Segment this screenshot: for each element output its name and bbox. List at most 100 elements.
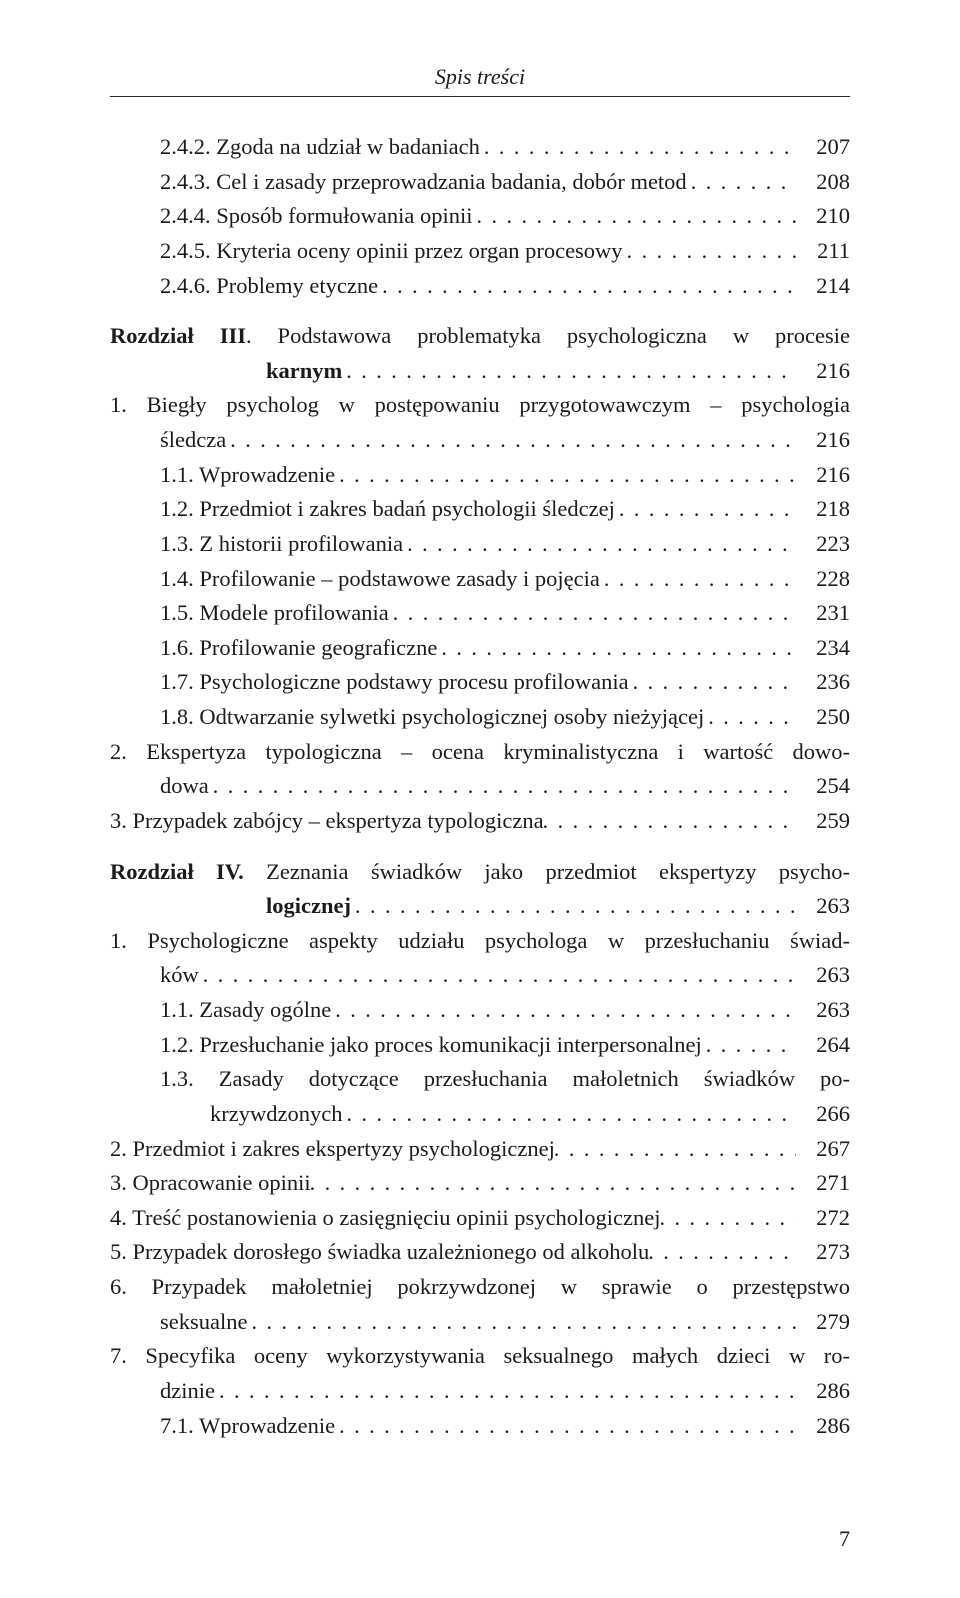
toc-leader-dots — [600, 563, 796, 595]
toc-entry: dowa254 — [110, 770, 850, 803]
toc-entry: 1.2. Przesłuchanie jako proces komunikac… — [110, 1029, 850, 1062]
toc-entry-line: 1. Biegły psycholog w postępowaniu przyg… — [110, 389, 850, 422]
toc-entry: 1.3. Z historii profilowania223 — [110, 528, 850, 561]
toc-entry-page: 286 — [796, 1375, 850, 1408]
toc-leader-dots — [437, 632, 796, 664]
toc-entry: 2. Przedmiot i zakres ekspertyzy psychol… — [110, 1133, 850, 1166]
toc-entry-label: 1.2. Przedmiot i zakres badań psychologi… — [160, 493, 615, 526]
toc-entry-line: 7. Specyfika oceny wykorzystywania seksu… — [110, 1340, 850, 1373]
toc-leader-dots — [623, 235, 796, 267]
toc-entry-label: ków — [160, 959, 199, 992]
toc-leader-dots — [351, 890, 796, 922]
toc-entry-label: 1.1. Zasady ogólne — [160, 994, 331, 1027]
toc-entry: 1.7. Psychologiczne podstawy procesu pro… — [110, 666, 850, 699]
toc-entry-label: 3. Opracowanie opinii — [160, 1167, 311, 1200]
toc-entry-page: 210 — [796, 200, 850, 233]
toc-entry-page: 218 — [796, 493, 850, 526]
toc-leader-dots — [544, 805, 796, 837]
toc-entry-label: seksualne — [160, 1306, 247, 1339]
toc-leader-dots — [215, 1375, 796, 1407]
toc-leader-dots — [199, 959, 796, 991]
toc-entry: 5. Przypadek dorosłego świadka uzależnio… — [110, 1236, 850, 1269]
toc-entry-page: 266 — [796, 1098, 850, 1131]
toc-entry: 7.1. Wprowadzenie286 — [110, 1410, 850, 1443]
toc-leader-dots — [335, 1410, 796, 1442]
toc-leader-dots — [342, 355, 796, 387]
toc-entry-page: 228 — [796, 563, 850, 596]
toc-entry: 1.8. Odtwarzanie sylwetki psychologiczne… — [110, 701, 850, 734]
toc-entry-page: 208 — [796, 166, 850, 199]
toc-entry-page: 259 — [796, 805, 850, 838]
toc-entry-page: 271 — [796, 1167, 850, 1200]
toc-entry-label: 3. Przypadek zabójcy – ekspertyza typolo… — [160, 805, 544, 838]
toc-entry-page: 223 — [796, 528, 850, 561]
toc-leader-dots — [480, 131, 796, 163]
toc-leader-dots — [209, 770, 796, 802]
toc-entry-page: 216 — [796, 424, 850, 457]
toc-entry: śledcza 216 — [110, 424, 850, 457]
toc-entry-label: logicznej — [266, 890, 351, 923]
toc-leader-dots — [687, 166, 796, 198]
toc-entry-line: 1.3. Zasady dotyczące przesłuchania mało… — [110, 1063, 850, 1096]
toc-leader-dots — [704, 701, 796, 733]
toc-entry-label: 1.7. Psychologiczne podstawy procesu pro… — [160, 666, 629, 699]
toc-entry-label: karnym — [266, 355, 342, 388]
toc-entry-page: 263 — [796, 890, 850, 923]
toc-entry-label: 2.4.4. Sposób formułowania opinii — [160, 200, 472, 233]
toc-entry-page: 214 — [796, 270, 850, 303]
running-header: Spis treści — [110, 64, 850, 90]
toc-entry: logicznej 263 — [110, 890, 850, 923]
toc-entry-page: 272 — [796, 1202, 850, 1235]
toc-entry-label: dzinie — [160, 1375, 215, 1408]
toc-entry-page: 216 — [796, 355, 850, 388]
toc-entry-page: 234 — [796, 632, 850, 665]
toc-leader-dots — [403, 528, 796, 560]
toc-leader-dots — [472, 200, 796, 232]
toc-entry-label: śledcza — [160, 424, 226, 457]
toc-entry: 1.1. Zasady ogólne 263 — [110, 994, 850, 1027]
toc-entry-page: 207 — [796, 131, 850, 164]
toc-entry-page: 273 — [796, 1236, 850, 1269]
toc-entry-line: 1. Psychologiczne aspekty udziału psycho… — [110, 925, 850, 958]
toc-entry-label: 1.8. Odtwarzanie sylwetki psychologiczne… — [160, 701, 704, 734]
toc-entry-line: 2. Ekspertyza typologiczna – ocena krymi… — [110, 736, 850, 769]
toc-entry: 1.2. Przedmiot i zakres badań psychologi… — [110, 493, 850, 526]
page-number: 7 — [839, 1526, 850, 1552]
toc-entry-label: 5. Przypadek dorosłego świadka uzależnio… — [160, 1236, 649, 1269]
toc-entry: 1.5. Modele profilowania231 — [110, 597, 850, 630]
toc-leader-dots — [661, 1202, 796, 1234]
toc-entry-line: Rozdział III. Podstawowa problematyka ps… — [110, 320, 850, 353]
toc-entry: dzinie 286 — [110, 1375, 850, 1408]
toc-entry-label: 1.1. Wprowadzenie — [160, 459, 335, 492]
toc-leader-dots — [555, 1133, 796, 1165]
toc-entry-page: 216 — [796, 459, 850, 492]
toc-entry-label: 1.6. Profilowanie geograficzne — [160, 632, 437, 665]
header-rule — [110, 96, 850, 97]
toc-entry-page: 231 — [796, 597, 850, 630]
toc-entry: 2.4.4. Sposób formułowania opinii 210 — [110, 200, 850, 233]
toc-leader-dots — [629, 666, 796, 698]
toc-leader-dots — [331, 994, 796, 1026]
toc-entry: seksualne279 — [110, 1306, 850, 1339]
table-of-contents: 2.4.2. Zgoda na udział w badaniach207 2.4… — [110, 131, 850, 1442]
toc-entry: 1.4. Profilowanie – podstawowe zasady i … — [110, 563, 850, 596]
toc-entry-page: 264 — [796, 1029, 850, 1062]
toc-entry: 3. Przypadek zabójcy – ekspertyza typolo… — [110, 805, 850, 838]
toc-entry: 1.1. Wprowadzenie 216 — [110, 459, 850, 492]
toc-leader-dots — [702, 1029, 796, 1061]
toc-entry: 1.6. Profilowanie geograficzne 234 — [110, 632, 850, 665]
toc-entry: 2.4.2. Zgoda na udział w badaniach207 — [110, 131, 850, 164]
toc-leader-dots — [389, 597, 796, 629]
toc-entry: karnym 216 — [110, 355, 850, 388]
toc-entry-label: dowa — [160, 770, 209, 803]
toc-entry-label: 2.4.6. Problemy etyczne — [160, 270, 378, 303]
toc-entry-page: 263 — [796, 994, 850, 1027]
toc-entry-page: 211 — [796, 235, 850, 268]
toc-leader-dots — [342, 1098, 796, 1130]
toc-leader-dots — [335, 459, 796, 491]
toc-entry: krzywdzonych 266 — [110, 1098, 850, 1131]
toc-entry-label: krzywdzonych — [210, 1098, 342, 1131]
toc-leader-dots — [378, 270, 796, 302]
toc-entry-label: 7.1. Wprowadzenie — [160, 1410, 335, 1443]
toc-leader-dots — [311, 1167, 796, 1199]
